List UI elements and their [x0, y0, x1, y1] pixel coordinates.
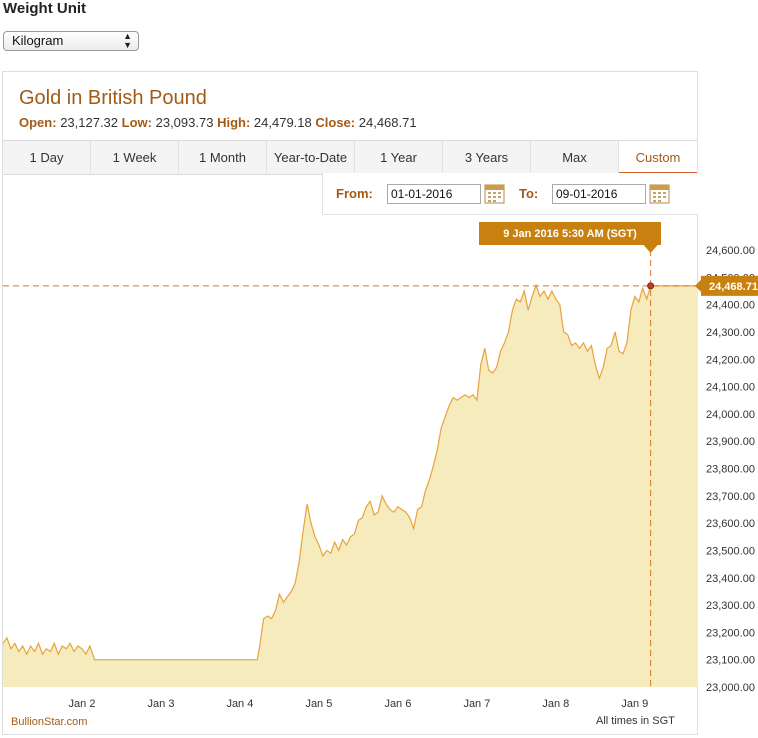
low-value: 23,093.73: [155, 115, 214, 130]
y-tick-label: 23,000.00: [706, 682, 755, 694]
value-flag-text: 24,468.71: [709, 281, 758, 293]
highlight-point: [647, 282, 655, 290]
range-tabs: 1 Day 1 Week 1 Month Year-to-Date 1 Year 3 Ye…: [3, 140, 697, 175]
tab-max[interactable]: Max: [531, 141, 619, 174]
tab-1-week[interactable]: 1 Week: [91, 141, 179, 174]
time-tooltip-pointer: [643, 245, 658, 253]
y-tick-label: 23,100.00: [706, 655, 755, 667]
series-area-0: [3, 285, 698, 687]
y-tick-label: 23,600.00: [706, 518, 755, 530]
x-tick-label: Jan 2: [69, 698, 96, 710]
x-tick-label: Jan 9: [621, 698, 648, 710]
x-tick-label: Jan 7: [463, 698, 490, 710]
open-label: Open:: [19, 115, 57, 130]
y-tick-label: 23,200.00: [706, 627, 755, 639]
weight-unit-select[interactable]: Kilogram ▲ ▼: [3, 31, 139, 51]
timezone-note: All times in SGT: [596, 715, 675, 727]
y-tick-label: 23,900.00: [706, 436, 755, 448]
weight-unit-heading: Weight Unit: [3, 0, 87, 17]
ohlc-summary: Open: 23,127.32 Low: 23,093.73 High: 24,…: [19, 115, 417, 130]
y-tick-label: 24,400.00: [706, 300, 755, 312]
to-label: To:: [519, 186, 539, 201]
y-tick-label: 23,300.00: [706, 600, 755, 612]
custom-range-box: From: 01-01-2016 To: 09-01-2016: [322, 173, 698, 215]
tab-3-years[interactable]: 3 Years: [443, 141, 531, 174]
low-label: Low:: [121, 115, 152, 130]
to-calendar-icon[interactable]: [649, 183, 671, 204]
series-line-0: [2, 283, 698, 661]
from-calendar-icon[interactable]: [484, 183, 506, 204]
close-label: Close:: [315, 115, 356, 130]
value-flag-box: [701, 275, 758, 296]
y-tick-label: 24,300.00: [706, 327, 755, 339]
tab-1-day[interactable]: 1 Day: [3, 141, 91, 174]
open-value: 23,127.32: [60, 115, 119, 130]
high-value: 24,479.18: [253, 115, 312, 130]
x-tick-label: Jan 8: [542, 698, 569, 710]
chart-title: Gold in British Pound: [19, 87, 207, 109]
y-tick-label: 23,400.00: [706, 573, 755, 585]
high-label: High:: [217, 115, 251, 130]
select-arrows-icon: ▲ ▼: [123, 31, 132, 50]
y-tick-label: 24,100.00: [706, 382, 755, 394]
y-tick-label: 23,700.00: [706, 491, 755, 503]
y-tick-label: 23,500.00: [706, 545, 755, 557]
x-tick-label: Jan 3: [148, 698, 175, 710]
source-watermark: BullionStar.com: [11, 716, 88, 728]
from-label: From:: [336, 186, 373, 201]
close-value: 24,468.71: [358, 115, 417, 130]
x-tick-label: Jan 4: [226, 698, 253, 710]
time-tooltip-box: [479, 222, 661, 245]
value-flag: 24,468.71: [695, 275, 758, 296]
tab-year-to-date[interactable]: Year-to-Date: [267, 141, 355, 174]
y-tick-label: 23,800.00: [706, 464, 755, 476]
y-tick-label: 24,600.00: [706, 245, 755, 257]
y-tick-label: 24,200.00: [706, 354, 755, 366]
tab-custom[interactable]: Custom: [619, 141, 697, 174]
value-flag-pointer: [695, 279, 701, 292]
time-tooltip: 9 Jan 2016 5:30 AM (SGT): [479, 222, 661, 253]
tab-1-month[interactable]: 1 Month: [179, 141, 267, 174]
x-tick-label: Jan 6: [384, 698, 411, 710]
tab-1-year[interactable]: 1 Year: [355, 141, 443, 174]
time-tooltip-text: 9 Jan 2016 5:30 AM (SGT): [503, 228, 637, 240]
from-date-input[interactable]: 01-01-2016: [387, 184, 481, 204]
y-tick-label: 24,000.00: [706, 409, 755, 421]
to-date-input[interactable]: 09-01-2016: [552, 184, 646, 204]
weight-unit-selected: Kilogram: [12, 33, 64, 48]
x-tick-label: Jan 5: [305, 698, 332, 710]
